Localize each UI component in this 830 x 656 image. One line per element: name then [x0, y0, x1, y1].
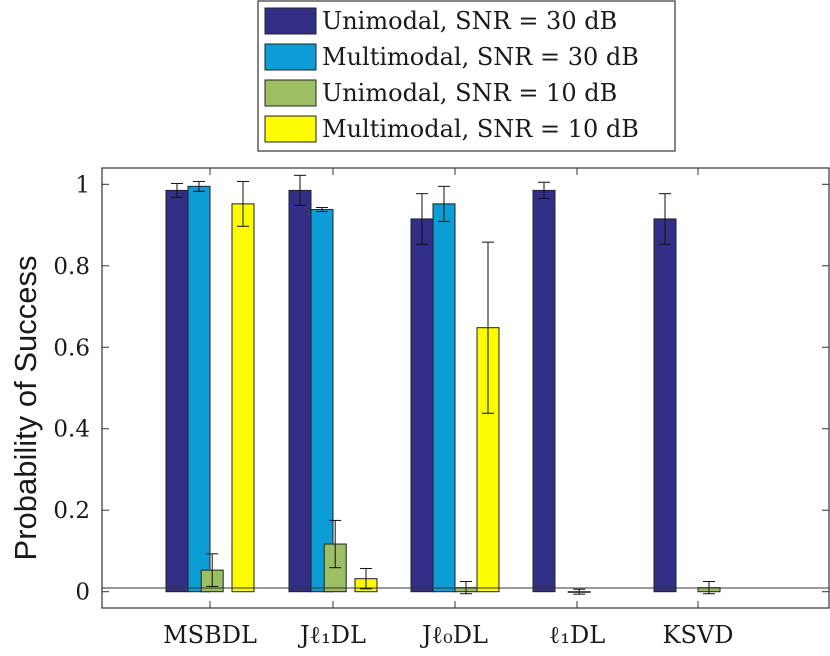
- legend-label: Unimodal, SNR = 30 dB: [322, 7, 617, 35]
- y-axis-label: Probability of Success: [8, 256, 43, 561]
- bar: [410, 218, 434, 593]
- legend-swatch: [264, 7, 317, 35]
- y-tick-label: 0.4: [53, 417, 90, 443]
- x-tick-label: ℓ₁DL: [549, 621, 605, 649]
- y-tick-label: 0.2: [53, 498, 90, 524]
- y-tick-label: 0.6: [53, 335, 90, 361]
- bar: [532, 189, 556, 593]
- legend: Unimodal, SNR = 30 dB Multimodal, SNR = 3…: [264, 7, 639, 143]
- legend-label: Multimodal, SNR = 30 dB: [322, 43, 639, 71]
- bar: [432, 203, 456, 593]
- bar: [653, 218, 677, 593]
- y-tick-label: 1: [75, 172, 90, 198]
- bar: [288, 189, 312, 593]
- error-bars-layer: [171, 174, 715, 595]
- bars-layer: [165, 185, 721, 593]
- x-tick-label: Jℓ₁DL: [297, 621, 366, 649]
- x-tick-label: Jℓ₀DL: [419, 621, 488, 649]
- y-tick-label: 0.8: [53, 254, 90, 280]
- y-axis: 0 0.2 0.4 0.6 0.8 1: [53, 172, 829, 606]
- legend-swatch: [264, 115, 317, 143]
- legend-label: Multimodal, SNR = 10 dB: [322, 115, 639, 143]
- legend-label: Unimodal, SNR = 10 dB: [322, 79, 617, 107]
- plot-area: [101, 167, 830, 609]
- x-axis: MSBDL Jℓ₁DL Jℓ₀DL ℓ₁DL KSVD: [163, 168, 733, 649]
- bar: [231, 203, 255, 593]
- y-tick-label: 0: [75, 580, 90, 606]
- legend-box: [257, 0, 676, 152]
- x-tick-label: MSBDL: [163, 621, 257, 649]
- x-tick-label: KSVD: [663, 621, 734, 649]
- bar: [310, 209, 334, 593]
- bar: [187, 185, 211, 593]
- legend-swatch: [264, 79, 317, 107]
- legend-swatch: [264, 43, 317, 71]
- bar: [165, 189, 189, 593]
